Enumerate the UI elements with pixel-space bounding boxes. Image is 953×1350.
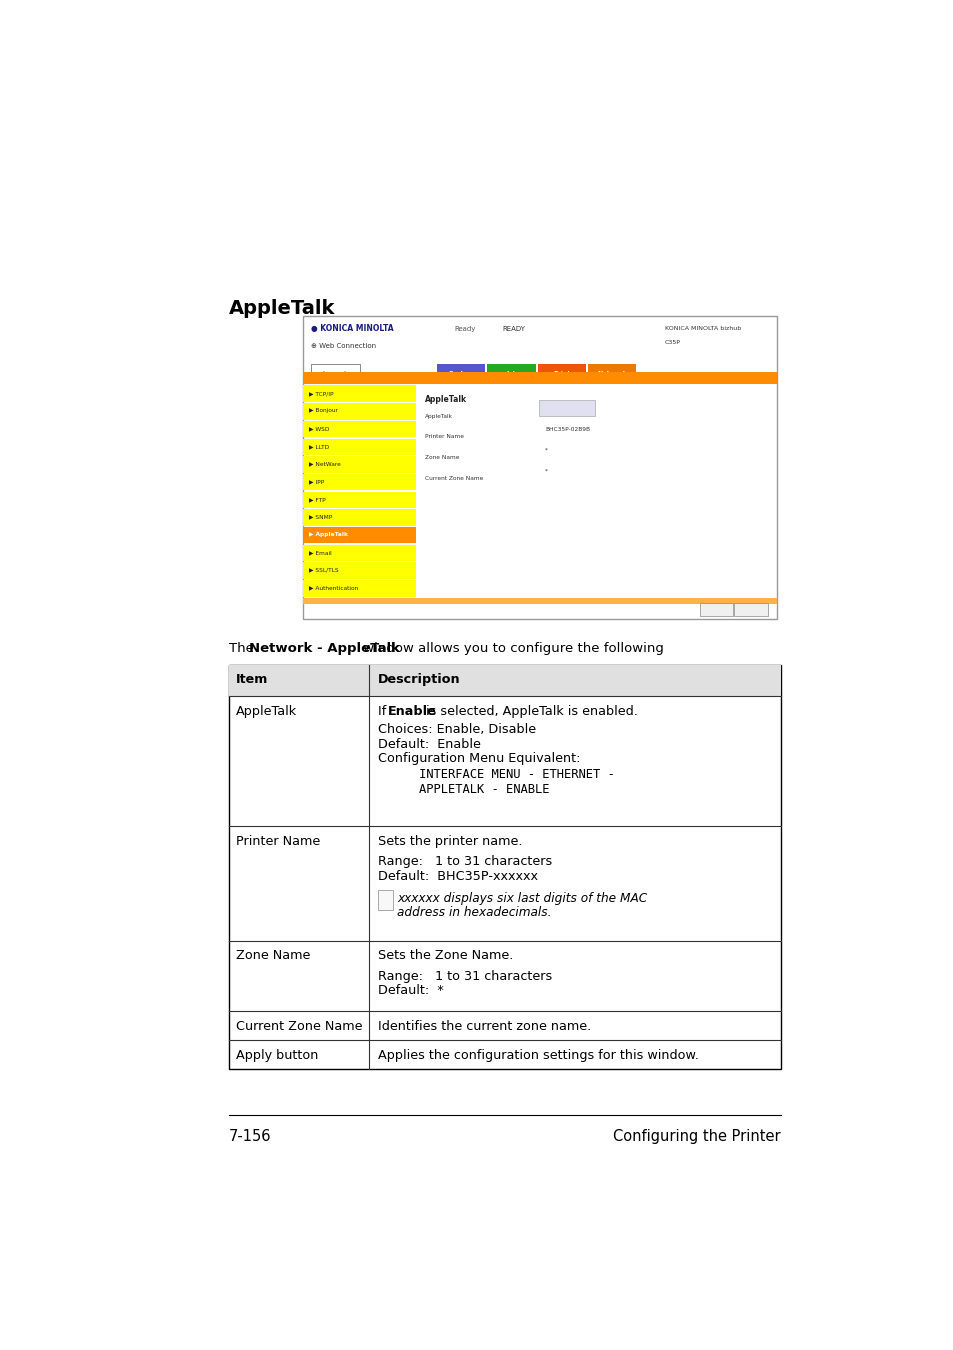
Text: is selected, AppleTalk is enabled.: is selected, AppleTalk is enabled. xyxy=(422,705,638,718)
Bar xyxy=(229,666,781,697)
Text: ▶ LLTD: ▶ LLTD xyxy=(308,444,328,448)
Text: 7-156: 7-156 xyxy=(229,1129,271,1143)
Text: System: System xyxy=(448,370,474,375)
Text: window allows you to configure the following: window allows you to configure the follo… xyxy=(358,643,663,655)
Text: Choices: Enable, Disable: Choices: Enable, Disable xyxy=(377,724,536,736)
Text: KONICA MINOLTA bizhub: KONICA MINOLTA bizhub xyxy=(664,327,740,331)
Text: ▶ FTP: ▶ FTP xyxy=(308,497,325,502)
Text: Zone Name: Zone Name xyxy=(235,949,310,963)
Bar xyxy=(302,456,416,472)
Bar xyxy=(302,404,416,420)
Bar xyxy=(229,666,781,1069)
Text: Zone Name: Zone Name xyxy=(424,455,458,460)
Text: Log out: Log out xyxy=(323,370,347,375)
Bar xyxy=(302,439,416,455)
Text: *: * xyxy=(544,447,548,452)
Text: Printer Name: Printer Name xyxy=(235,834,320,848)
Text: address in hexadecimals.: address in hexadecimals. xyxy=(396,906,551,919)
Text: Current Zone Name: Current Zone Name xyxy=(235,1019,362,1033)
Text: ▶ NetWare: ▶ NetWare xyxy=(308,462,340,467)
Bar xyxy=(302,598,777,603)
Bar xyxy=(302,526,416,544)
Bar xyxy=(302,386,416,402)
Bar xyxy=(302,316,777,620)
Text: Range:   1 to 31 characters: Range: 1 to 31 characters xyxy=(377,969,552,983)
Text: Description: Description xyxy=(377,674,460,686)
Bar xyxy=(302,373,777,385)
Bar xyxy=(587,363,636,382)
Text: Apply button: Apply button xyxy=(235,1049,318,1061)
Text: C35P: C35P xyxy=(664,340,680,344)
Text: Configuring the Printer: Configuring the Printer xyxy=(613,1129,781,1143)
Bar xyxy=(302,509,416,525)
Text: Sets the printer name.: Sets the printer name. xyxy=(377,834,522,848)
Text: Enable ▼: Enable ▼ xyxy=(542,406,567,410)
Text: Enable: Enable xyxy=(388,705,436,718)
Text: ✎: ✎ xyxy=(381,895,389,905)
Bar xyxy=(537,363,585,382)
Text: READY: READY xyxy=(501,327,525,332)
Bar xyxy=(734,602,767,616)
Text: AppleTalk: AppleTalk xyxy=(424,413,452,418)
Bar xyxy=(302,474,416,490)
Text: Default:  BHC35P-xxxxxx: Default: BHC35P-xxxxxx xyxy=(377,869,537,883)
Text: BHC35P-02B9B: BHC35P-02B9B xyxy=(544,427,590,432)
Bar xyxy=(302,544,416,562)
Text: items:: items: xyxy=(229,666,270,678)
Text: AppleTalk: AppleTalk xyxy=(235,705,297,718)
Text: INTERFACE MENU - ETHERNET -: INTERFACE MENU - ETHERNET - xyxy=(418,768,614,782)
Text: ▶ AppleTalk: ▶ AppleTalk xyxy=(308,532,347,537)
Text: Configuration Menu Equivalent:: Configuration Menu Equivalent: xyxy=(377,752,580,765)
Text: Print: Print xyxy=(553,370,570,375)
Text: ▶ IPP: ▶ IPP xyxy=(308,479,324,485)
Text: ● KONICA MINOLTA: ● KONICA MINOLTA xyxy=(311,324,394,333)
Text: Printer Name: Printer Name xyxy=(424,435,463,439)
Text: ▶ SNMP: ▶ SNMP xyxy=(308,514,332,520)
Text: Network - AppleTalk: Network - AppleTalk xyxy=(249,643,400,655)
Text: xxxxxx displays six last digits of the MAC: xxxxxx displays six last digits of the M… xyxy=(396,892,647,904)
Text: Ready: Ready xyxy=(454,327,475,332)
Bar xyxy=(436,363,485,382)
Text: Sets the Zone Name.: Sets the Zone Name. xyxy=(377,949,513,963)
Text: AppleTalk: AppleTalk xyxy=(229,300,335,319)
Text: Item: Item xyxy=(235,674,268,686)
Text: Range:   1 to 31 characters: Range: 1 to 31 characters xyxy=(377,856,552,868)
Text: ▶ SSL/TLS: ▶ SSL/TLS xyxy=(308,567,337,572)
Text: If: If xyxy=(377,705,390,718)
Text: Current Zone Name: Current Zone Name xyxy=(424,477,482,481)
Text: Identifies the current zone name.: Identifies the current zone name. xyxy=(377,1019,591,1033)
Text: AppleTalk: AppleTalk xyxy=(424,394,466,404)
Bar xyxy=(487,363,535,382)
Text: Applies the configuration settings for this window.: Applies the configuration settings for t… xyxy=(377,1049,699,1061)
Bar xyxy=(377,890,393,910)
Bar xyxy=(311,363,359,382)
Text: ▶ Email: ▶ Email xyxy=(308,549,331,555)
Text: Network: Network xyxy=(597,370,626,375)
Text: ▶ Bonjour: ▶ Bonjour xyxy=(308,409,337,413)
Bar xyxy=(302,580,416,597)
Text: The: The xyxy=(229,643,257,655)
Text: ▶ WSD: ▶ WSD xyxy=(308,427,329,431)
Text: *: * xyxy=(544,468,548,474)
Text: Default:  Enable: Default: Enable xyxy=(377,738,480,751)
Text: APPLETALK - ENABLE: APPLETALK - ENABLE xyxy=(418,783,549,795)
Text: Job: Job xyxy=(505,370,517,375)
Bar xyxy=(302,421,416,437)
Bar xyxy=(302,491,416,508)
Bar xyxy=(302,562,416,579)
Bar xyxy=(538,400,594,416)
Text: ▶ TCP/IP: ▶ TCP/IP xyxy=(308,390,333,396)
Bar xyxy=(699,602,732,616)
Text: Apply: Apply xyxy=(708,608,723,613)
Text: ▶ Authentication: ▶ Authentication xyxy=(308,585,357,590)
Text: ⊕ Web Connection: ⊕ Web Connection xyxy=(311,343,376,348)
Text: Default:  *: Default: * xyxy=(377,984,443,998)
Text: Clear: Clear xyxy=(743,608,758,613)
